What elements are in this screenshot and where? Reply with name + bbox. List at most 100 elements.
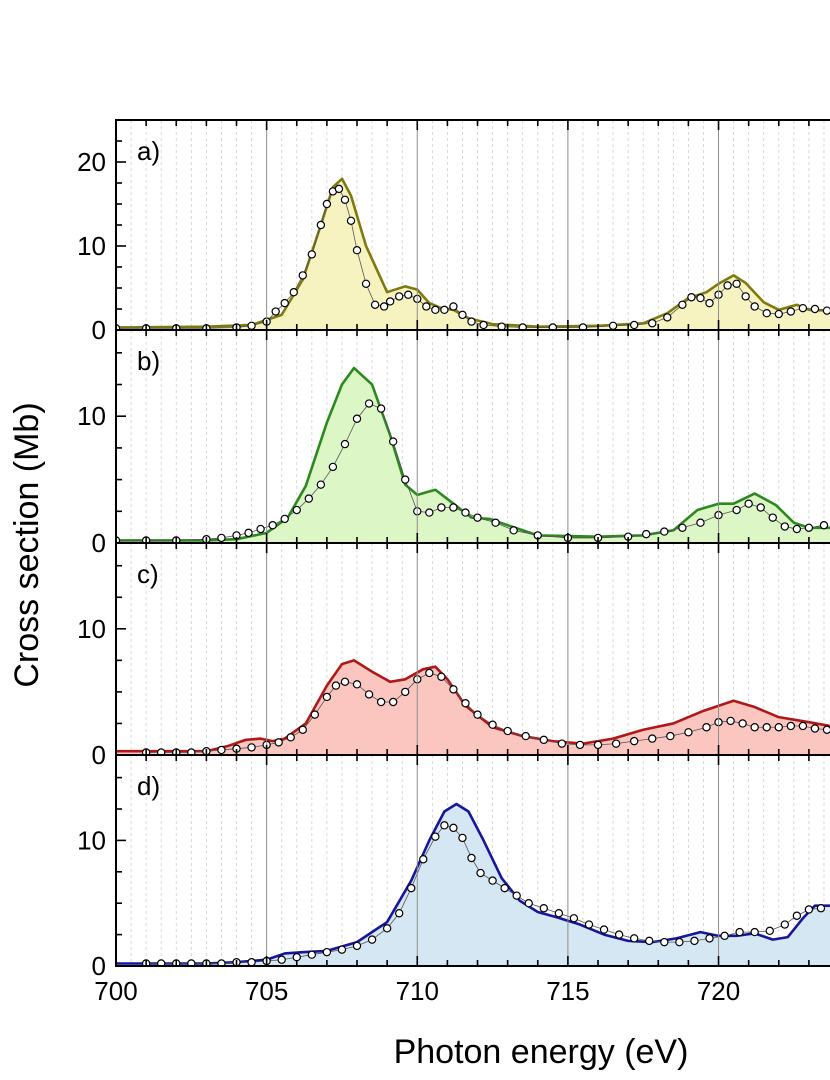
experiment-point xyxy=(407,883,416,893)
theory-line xyxy=(116,659,830,753)
experiment-point xyxy=(394,909,404,918)
experiment-point xyxy=(316,480,326,489)
panel-label: d) xyxy=(137,771,160,801)
experiment-point xyxy=(732,505,741,515)
experiment-point xyxy=(376,404,386,413)
experiment-point xyxy=(247,321,256,330)
experiment-point xyxy=(247,958,256,966)
experiment-point xyxy=(256,524,265,534)
experiment-point xyxy=(376,697,386,707)
experiment-point xyxy=(340,677,350,687)
experiment-point xyxy=(690,936,699,946)
experiment-point xyxy=(467,853,476,863)
experiment-point xyxy=(385,297,395,306)
experiment-point xyxy=(422,302,431,311)
experiment-point xyxy=(367,935,377,944)
experiment-point xyxy=(819,521,829,530)
experiment-point xyxy=(437,672,446,681)
experiment-point xyxy=(467,317,476,326)
experiment-point xyxy=(648,319,657,328)
experiment-point xyxy=(337,945,347,954)
y-tick-label: 0 xyxy=(92,951,106,981)
experiment-point xyxy=(792,524,802,534)
experiment-point xyxy=(187,959,196,966)
panel-frame xyxy=(115,754,830,967)
experiment-point xyxy=(804,905,814,914)
experiment-point xyxy=(156,959,166,966)
experiment-point xyxy=(277,955,286,964)
experiment-point xyxy=(744,499,753,508)
experiment-point xyxy=(786,307,796,316)
theory-fill xyxy=(116,178,830,330)
x-tick-label: 720 xyxy=(697,976,740,1006)
experiment-point xyxy=(684,728,693,737)
experiment-point xyxy=(732,279,741,288)
experiment-point xyxy=(352,941,362,951)
experiment-point xyxy=(780,522,790,531)
experiment-point xyxy=(328,462,338,472)
experiment-point xyxy=(750,302,759,311)
experiment-point xyxy=(660,937,669,947)
experiment-point xyxy=(642,529,651,539)
experiment-point xyxy=(461,508,470,517)
experiment-point xyxy=(575,740,585,750)
experiment-point xyxy=(660,527,669,536)
experiment-point xyxy=(675,937,684,947)
experiment-point xyxy=(425,668,434,678)
experiment-point xyxy=(292,953,301,962)
y-tick-label: 0 xyxy=(92,315,106,345)
experiment-point xyxy=(503,726,512,736)
experiment-point xyxy=(473,513,482,522)
experiment-point xyxy=(473,710,482,719)
experiment-point xyxy=(750,927,759,937)
experiment-point xyxy=(822,306,830,315)
experiment-point xyxy=(774,309,783,319)
x-tick-label: 700 xyxy=(94,976,137,1006)
experiment-point xyxy=(461,699,470,708)
experiment-point xyxy=(458,833,467,843)
y-tick-label: 10 xyxy=(77,401,106,431)
y-tick-label: 20 xyxy=(77,147,106,177)
experiment-point xyxy=(404,290,413,299)
experiment-point xyxy=(346,216,356,225)
experiment-point xyxy=(723,281,732,290)
y-axis-title: Cross section (Mb) xyxy=(8,402,46,687)
theory-fill xyxy=(116,803,830,966)
panels-layer: 0 10 20 a) 0 10 b) 0 10 c) 0 10 d) 700 705 710 715 720 xyxy=(77,119,830,1006)
experiment-point xyxy=(488,720,497,729)
experiment-point xyxy=(298,271,307,280)
experiment-point xyxy=(509,526,518,535)
experiment-point xyxy=(678,300,687,309)
experiment-point xyxy=(316,220,326,230)
experiment-point xyxy=(340,195,350,204)
experiment-point xyxy=(274,738,283,747)
experiment-point xyxy=(780,920,790,929)
experiment-point xyxy=(244,528,253,538)
experiment-point xyxy=(334,184,344,194)
experiment-point xyxy=(352,245,362,255)
panel-plot-area xyxy=(116,366,830,543)
experiment-point xyxy=(500,883,509,893)
experiment-point xyxy=(310,710,320,719)
experiment-point xyxy=(599,925,609,934)
experiment-point xyxy=(322,692,332,702)
experiment-point xyxy=(756,503,765,512)
y-tick-label: 10 xyxy=(77,231,106,261)
experiment-point xyxy=(512,891,521,900)
experiment-point xyxy=(792,911,802,920)
experiment-point xyxy=(608,321,618,330)
experiment-point xyxy=(379,302,389,311)
experiment-point xyxy=(458,310,467,320)
experiment-point xyxy=(774,723,783,732)
experiment-point xyxy=(364,690,374,699)
experiment-point xyxy=(629,934,639,943)
experiment-point xyxy=(762,723,771,732)
theory-fill xyxy=(116,660,830,755)
experiment-point xyxy=(645,936,654,946)
experiment-point xyxy=(304,494,314,503)
experiment-point xyxy=(156,748,166,755)
y-tick-label: 0 xyxy=(92,740,106,770)
experiment-point xyxy=(431,305,440,315)
experiment-point xyxy=(340,439,350,449)
